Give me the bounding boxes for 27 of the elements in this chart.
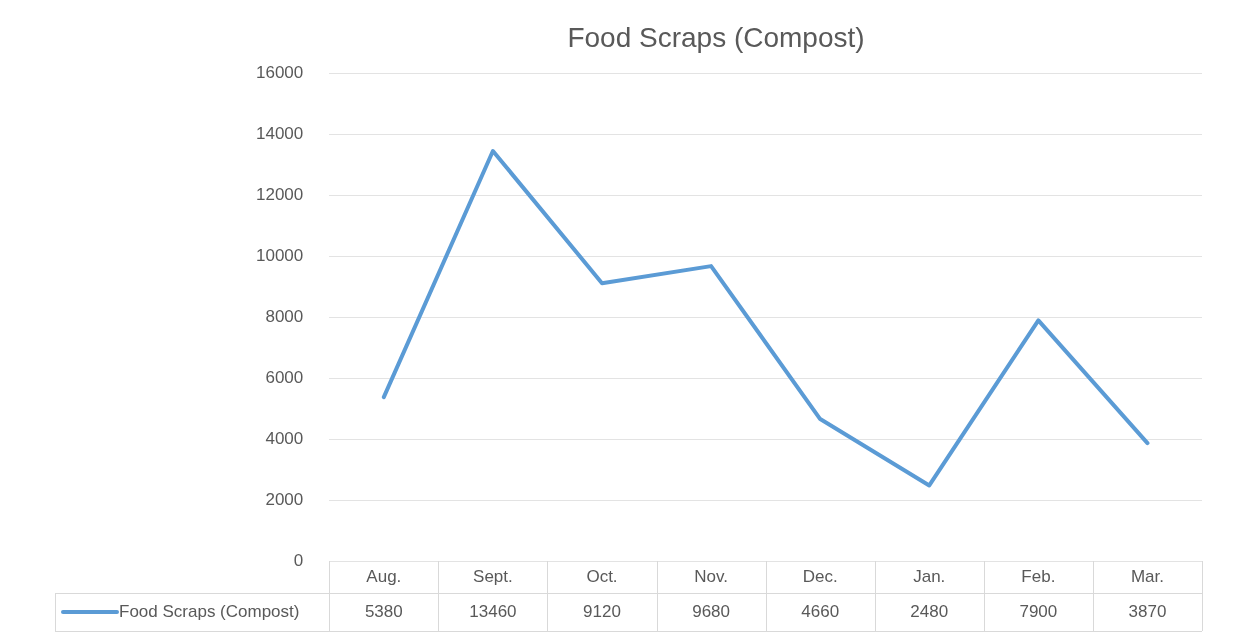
x-tick-label: Nov. bbox=[694, 566, 728, 586]
legend-label: Food Scraps (Compost) bbox=[119, 601, 300, 621]
y-tick-label: 0 bbox=[293, 550, 304, 570]
y-tick-label: 14000 bbox=[255, 124, 304, 144]
data-label: 3870 bbox=[1128, 601, 1167, 621]
data-label: 13460 bbox=[469, 601, 517, 621]
x-tick-label: Mar. bbox=[1130, 566, 1164, 586]
y-tick-label: 10000 bbox=[255, 246, 304, 266]
x-tick-label: Feb. bbox=[1021, 566, 1056, 586]
y-tick-label: 6000 bbox=[265, 367, 304, 387]
chart-title: Food Scraps (Compost) bbox=[567, 21, 865, 53]
y-tick-label: 4000 bbox=[265, 428, 304, 448]
data-label: 4660 bbox=[801, 601, 840, 621]
x-tick-label: Jan. bbox=[913, 566, 946, 586]
x-tick-label: Dec. bbox=[802, 566, 838, 586]
x-tick-label: Oct. bbox=[586, 566, 618, 586]
y-tick-label: 8000 bbox=[265, 306, 304, 326]
data-label: 7900 bbox=[1019, 601, 1058, 621]
y-tick-label: 12000 bbox=[255, 185, 304, 205]
data-label: 9680 bbox=[692, 601, 731, 621]
y-tick-label: 2000 bbox=[265, 489, 304, 509]
data-label: 5380 bbox=[364, 601, 403, 621]
x-tick-label: Aug. bbox=[366, 566, 402, 586]
data-label: 2480 bbox=[910, 601, 949, 621]
x-tick-label: Sept. bbox=[473, 566, 513, 586]
y-tick-label: 16000 bbox=[255, 63, 304, 83]
data-label: 9120 bbox=[583, 601, 621, 621]
